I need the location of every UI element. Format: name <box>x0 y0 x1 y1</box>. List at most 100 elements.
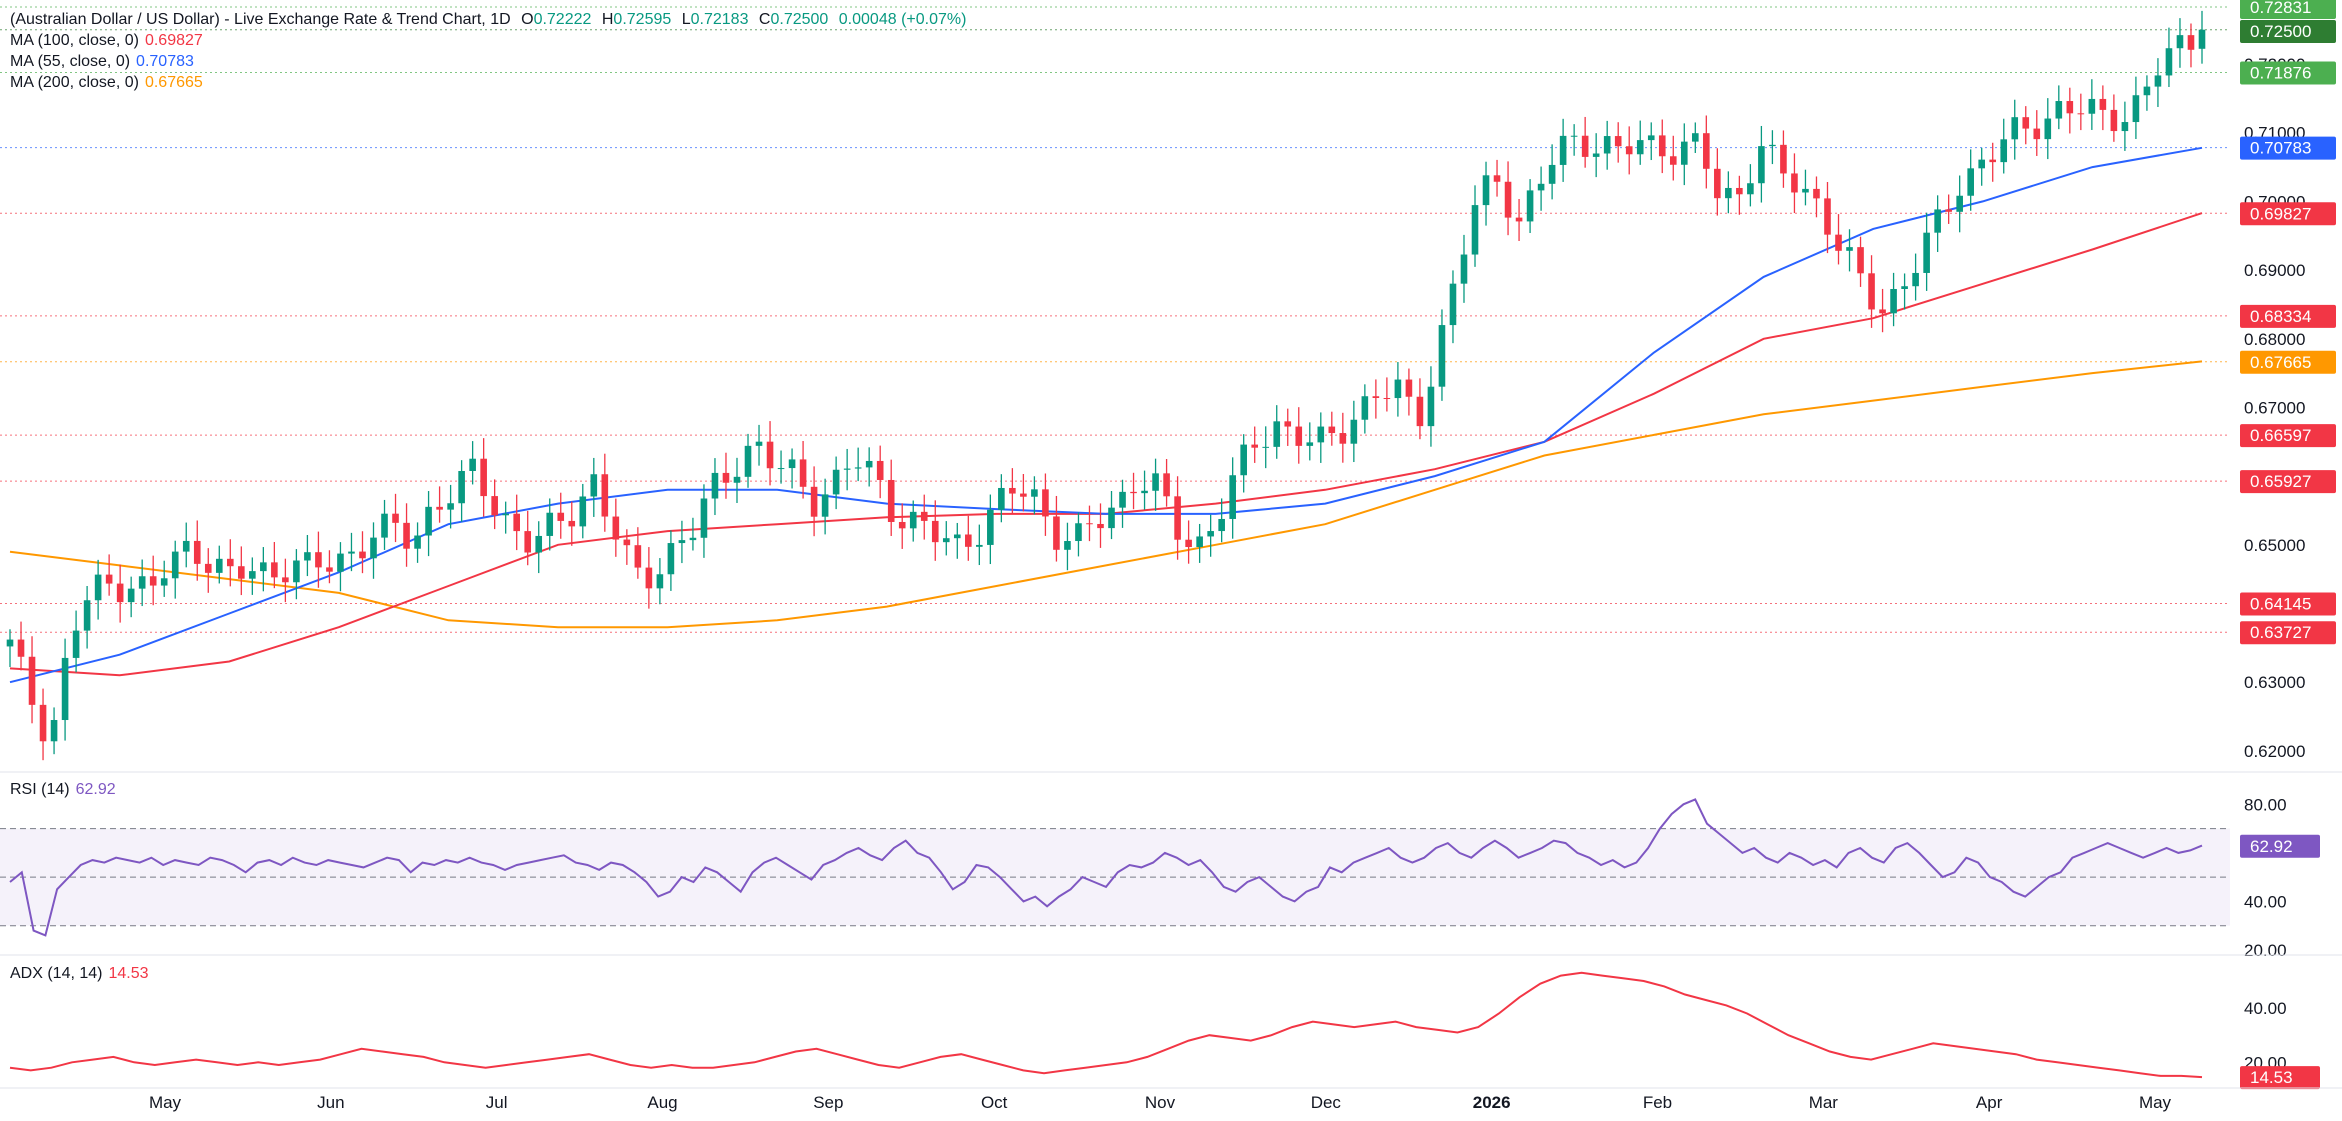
candle-body[interactable] <box>1978 159 1986 169</box>
candle-body[interactable] <box>447 503 454 510</box>
candle-body[interactable] <box>72 630 80 658</box>
candle-body[interactable] <box>832 469 840 495</box>
candle-body[interactable] <box>359 551 366 559</box>
adx-legend[interactable]: ADX (14, 14) 14.53 <box>10 964 155 984</box>
candle-body[interactable] <box>854 467 862 469</box>
candle-body[interactable] <box>2055 101 2063 119</box>
candle-body[interactable] <box>1438 325 1446 387</box>
candle-body[interactable] <box>1570 135 1578 137</box>
candle-body[interactable] <box>976 544 983 547</box>
candle-body[interactable] <box>480 458 487 497</box>
candle-body[interactable] <box>1427 386 1435 427</box>
candle-body[interactable] <box>722 472 730 483</box>
candle-body[interactable] <box>799 459 807 487</box>
candle-body[interactable] <box>1780 144 1787 174</box>
candle-body[interactable] <box>1317 426 1325 443</box>
candle-body[interactable] <box>1835 234 1842 251</box>
candle-body[interactable] <box>1185 539 1192 548</box>
candle-body[interactable] <box>568 520 576 527</box>
candle-body[interactable] <box>2198 29 2206 49</box>
candle-body[interactable] <box>326 567 333 572</box>
candle-body[interactable] <box>535 535 543 553</box>
candle-body[interactable] <box>1383 398 1391 400</box>
candle-body[interactable] <box>766 441 774 469</box>
candle-body[interactable] <box>1020 493 1027 497</box>
candle-body[interactable] <box>260 562 267 572</box>
candle-body[interactable] <box>1703 133 1710 169</box>
candle-body[interactable] <box>987 509 994 545</box>
candle-body[interactable] <box>2165 48 2173 76</box>
candle-body[interactable] <box>458 470 465 504</box>
candle-body[interactable] <box>1218 518 1225 532</box>
candle-body[interactable] <box>1075 523 1082 542</box>
candle-body[interactable] <box>414 535 421 549</box>
candle-body[interactable] <box>282 577 289 583</box>
candle-body[interactable] <box>777 468 785 470</box>
candle-body[interactable] <box>2176 35 2184 49</box>
candle-body[interactable] <box>1515 217 1523 222</box>
candle-body[interactable] <box>1592 153 1600 157</box>
candle-body[interactable] <box>138 576 146 589</box>
candle-body[interactable] <box>2000 139 2008 163</box>
candle-body[interactable] <box>204 563 212 573</box>
rsi-line[interactable] <box>9 798 2203 937</box>
candle-body[interactable] <box>105 574 113 584</box>
candle-body[interactable] <box>61 657 69 721</box>
candle-body[interactable] <box>513 513 520 532</box>
candle-body[interactable] <box>337 553 344 572</box>
candle-body[interactable] <box>1956 195 1963 212</box>
candle-body[interactable] <box>1174 496 1181 540</box>
candle-body[interactable] <box>381 513 388 538</box>
candle-body[interactable] <box>1493 175 1501 182</box>
candle-body[interactable] <box>226 558 234 567</box>
candle-body[interactable] <box>1537 183 1545 191</box>
candle-body[interactable] <box>2110 109 2118 132</box>
candle-body[interactable] <box>1449 283 1457 326</box>
candle-body[interactable] <box>953 534 961 539</box>
candle-body[interactable] <box>1945 209 1952 212</box>
candle-body[interactable] <box>1603 136 1611 154</box>
adx-line[interactable] <box>9 971 2203 1079</box>
candle-body[interactable] <box>965 534 972 547</box>
candle-body[interactable] <box>1559 135 1567 165</box>
candle-body[interactable] <box>2022 117 2030 129</box>
candle-body[interactable] <box>1163 473 1170 497</box>
candle-body[interactable] <box>744 445 752 477</box>
candle-body[interactable] <box>788 459 796 469</box>
candle-body[interactable] <box>28 656 36 705</box>
candle-body[interactable] <box>1053 516 1060 550</box>
candle-body[interactable] <box>1141 490 1148 494</box>
ma55-legend[interactable]: MA (55, close, 0) 0.70783 <box>10 52 200 72</box>
candle-body[interactable] <box>612 516 620 540</box>
price-pane[interactable]: 0.720000.710000.700000.690000.680000.670… <box>0 0 2336 761</box>
candle-body[interactable] <box>1636 140 1644 155</box>
candle-body[interactable] <box>656 574 664 589</box>
candle-body[interactable] <box>920 511 928 521</box>
candle-body[interactable] <box>50 720 58 742</box>
candle-body[interactable] <box>2044 118 2052 140</box>
candle-body[interactable] <box>1306 442 1314 446</box>
candle-body[interactable] <box>2132 95 2140 123</box>
time-axis[interactable]: May Jun Jul Aug Sep Oct Nov Dec 2026 Feb Mar Apr May <box>149 1093 2172 1112</box>
candle-body[interactable] <box>590 474 598 497</box>
candle-body[interactable] <box>1460 254 1468 284</box>
candle-body[interactable] <box>1901 286 1908 289</box>
candle-body[interactable] <box>1857 247 1864 274</box>
candle-body[interactable] <box>524 531 532 553</box>
candle-body[interactable] <box>601 474 609 517</box>
candle-body[interactable] <box>1097 523 1104 529</box>
candle-body[interactable] <box>1879 309 1886 314</box>
candle-body[interactable] <box>821 494 829 517</box>
candle-body[interactable] <box>1031 489 1038 497</box>
candle-body[interactable] <box>1339 433 1347 444</box>
candle-body[interactable] <box>998 487 1005 510</box>
candle-body[interactable] <box>1725 187 1732 199</box>
candle-body[interactable] <box>2187 35 2195 50</box>
candle-body[interactable] <box>2077 113 2085 115</box>
candle-body[interactable] <box>1923 232 1930 273</box>
candle-body[interactable] <box>1934 209 1941 233</box>
rsi-legend[interactable]: RSI (14) 62.92 <box>10 780 122 800</box>
candle-body[interactable] <box>579 496 587 527</box>
